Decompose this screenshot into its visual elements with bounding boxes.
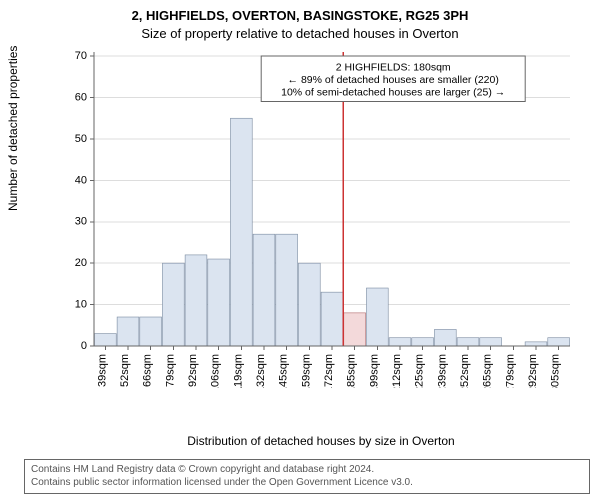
footer-line-2: Contains public sector information licen… [31, 477, 583, 490]
attribution-footer: Contains HM Land Registry data © Crown c… [24, 459, 590, 494]
chart-plot-area: 0 10 20 30 40 50 60 70 39sqm 52sqm 66sqm 79sqm 92sqm… [66, 48, 576, 388]
bar [344, 313, 366, 346]
y-axis-label: Number of detached properties [6, 46, 20, 211]
svg-text:50: 50 [75, 133, 87, 145]
bar [162, 263, 184, 346]
callout-line: 2 HIGHFIELDS: 180sqm [336, 62, 451, 74]
svg-text:52sqm: 52sqm [119, 354, 131, 387]
svg-text:225sqm: 225sqm [414, 354, 426, 388]
bar [117, 317, 139, 346]
bar [321, 292, 343, 346]
svg-text:39sqm: 39sqm [96, 354, 108, 387]
bar [548, 338, 570, 346]
bar [525, 342, 547, 346]
svg-text:79sqm: 79sqm [164, 354, 176, 387]
bar [389, 338, 411, 346]
svg-text:119sqm: 119sqm [232, 354, 244, 388]
svg-text:106sqm: 106sqm [210, 354, 222, 388]
x-axis-label: Distribution of detached houses by size … [66, 434, 576, 448]
bar [298, 263, 320, 346]
chart-title-address: 2, HIGHFIELDS, OVERTON, BASINGSTOKE, RG2… [0, 8, 600, 23]
svg-text:279sqm: 279sqm [504, 354, 516, 388]
footer-line-1: Contains HM Land Registry data © Crown c… [31, 464, 583, 477]
bar [434, 329, 456, 346]
svg-text:66sqm: 66sqm [142, 354, 154, 387]
svg-text:159sqm: 159sqm [300, 354, 312, 388]
bar [208, 259, 230, 346]
svg-text:60: 60 [75, 91, 87, 103]
chart-title-subtitle: Size of property relative to detached ho… [0, 26, 600, 41]
svg-text:40: 40 [75, 174, 87, 186]
bar [457, 338, 479, 346]
chart-svg: 0 10 20 30 40 50 60 70 39sqm 52sqm 66sqm 79sqm 92sqm… [66, 48, 576, 388]
bar [366, 288, 388, 346]
svg-text:252sqm: 252sqm [459, 354, 471, 388]
callout-line: 10% of semi-detached houses are larger (… [281, 87, 505, 99]
svg-text:0: 0 [81, 340, 87, 352]
bar [276, 234, 298, 346]
bar [480, 338, 502, 346]
bar [253, 234, 275, 346]
bar [412, 338, 434, 346]
svg-text:239sqm: 239sqm [436, 354, 448, 388]
bar [185, 255, 207, 346]
svg-text:305sqm: 305sqm [550, 354, 562, 388]
svg-text:199sqm: 199sqm [368, 354, 380, 388]
svg-text:10: 10 [75, 298, 87, 310]
svg-text:212sqm: 212sqm [391, 354, 403, 388]
bar [140, 317, 162, 346]
svg-text:70: 70 [75, 50, 87, 62]
svg-text:265sqm: 265sqm [482, 354, 494, 388]
svg-text:172sqm: 172sqm [323, 354, 335, 388]
svg-text:292sqm: 292sqm [527, 354, 539, 388]
svg-text:132sqm: 132sqm [255, 354, 267, 388]
bar [94, 334, 116, 346]
svg-text:92sqm: 92sqm [187, 354, 199, 387]
svg-text:30: 30 [75, 216, 87, 228]
callout-line: ← 89% of detached houses are smaller (22… [288, 74, 499, 86]
svg-text:185sqm: 185sqm [346, 354, 358, 388]
svg-text:20: 20 [75, 257, 87, 269]
svg-text:145sqm: 145sqm [278, 354, 290, 388]
bar [230, 118, 252, 346]
